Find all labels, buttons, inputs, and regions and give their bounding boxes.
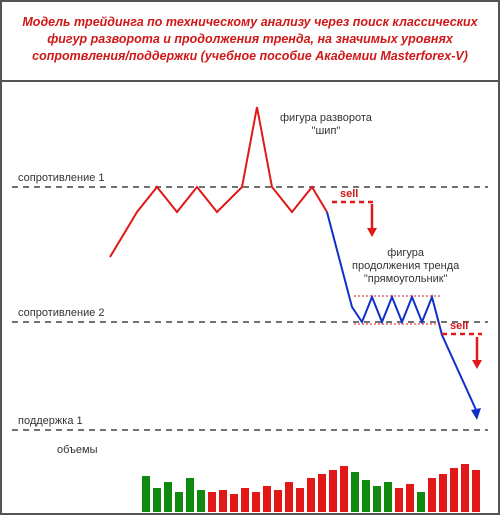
title-line3: сопротвления/поддержки (учебное пособие … [32, 49, 468, 63]
support1-label: поддержка 1 [18, 415, 83, 427]
sell-label-2: sell [450, 320, 468, 332]
chart-area: сопротивление 1 сопротивление 2 поддержк… [2, 82, 498, 513]
title-line1: Модель трейдинга по техническому анализу… [22, 15, 477, 29]
spike-annotation: фигура разворота "шип" [280, 112, 372, 138]
page-title: Модель трейдинга по техническому анализу… [2, 2, 498, 75]
sell-label-1: sell [340, 188, 358, 200]
rect-line3: "прямоугольник" [364, 273, 448, 285]
resistance1-label: сопротивление 1 [18, 172, 105, 184]
rect-line1: фигура [387, 247, 424, 259]
spike-line1: фигура разворота [280, 112, 372, 124]
rect-annotation: фигура продолжения тренда "прямоугольник… [352, 247, 459, 287]
volumes-label: объемы [57, 444, 98, 456]
rect-line2: продолжения тренда [352, 260, 459, 272]
title-line2: фигур разворота и продолжения тренда, на… [47, 32, 453, 46]
resistance2-label: сопротивление 2 [18, 307, 105, 319]
spike-line2: "шип" [312, 125, 341, 137]
